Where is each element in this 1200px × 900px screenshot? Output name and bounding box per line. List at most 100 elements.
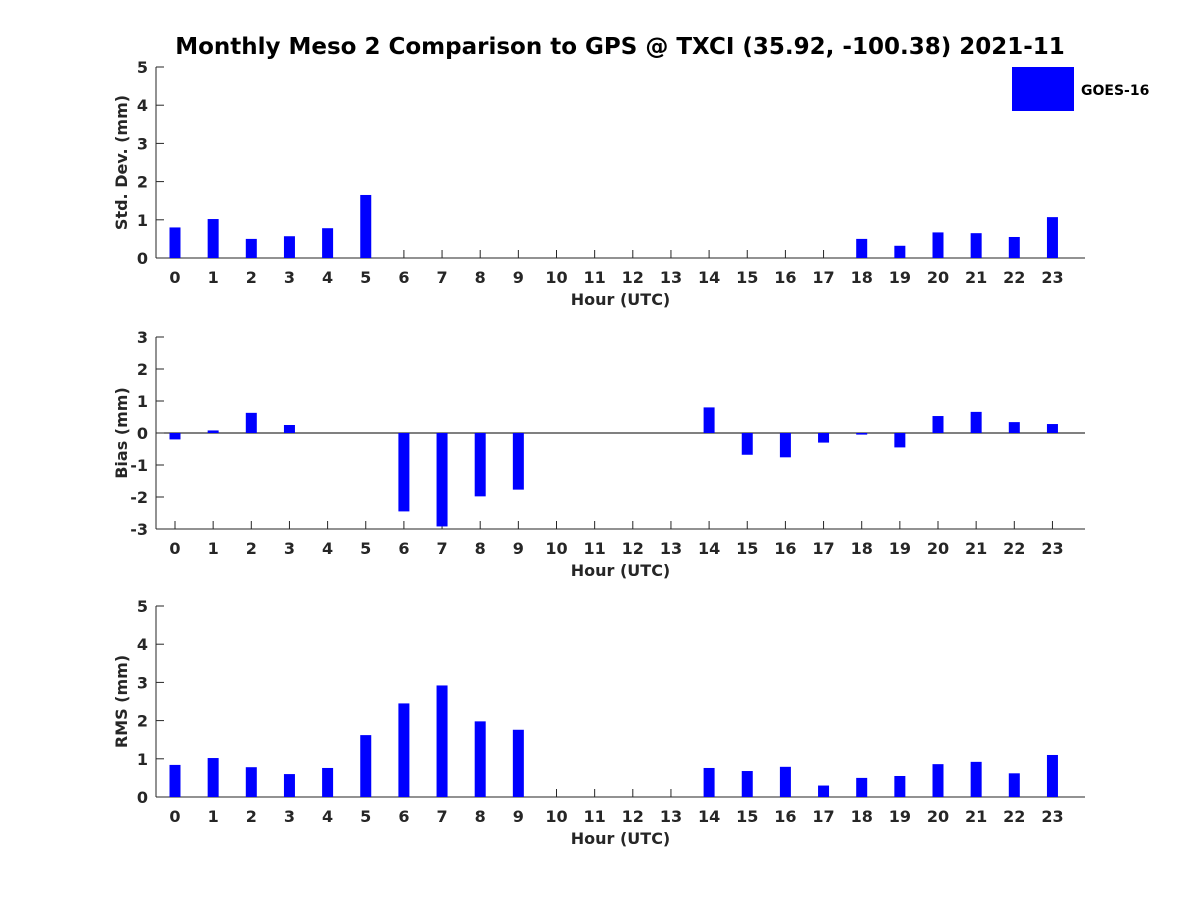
x-tick-label: 20 (927, 268, 949, 287)
x-tick-label: 18 (851, 268, 873, 287)
x-tick-label: 11 (584, 807, 606, 826)
x-tick-label: 0 (169, 807, 180, 826)
bar-rms-hour-17 (818, 785, 830, 797)
x-tick-label: 6 (398, 539, 409, 558)
y-tick-label: 3 (137, 134, 148, 153)
x-tick-label: 21 (965, 807, 987, 826)
y-tick-label: 2 (137, 173, 148, 192)
x-tick-label: 21 (965, 268, 987, 287)
bar-rms-hour-23 (1046, 754, 1058, 797)
x-tick-label: 15 (736, 268, 758, 287)
y-tick-label: 2 (137, 712, 148, 731)
bar-std-dev-hour-18 (856, 238, 868, 258)
x-axis-label: Hour (UTC) (571, 290, 671, 309)
bar-std-dev-hour-4 (322, 228, 334, 258)
bar-bias-hour-3 (283, 425, 295, 433)
bar-rms-hour-16 (779, 766, 791, 797)
x-tick-label: 8 (475, 807, 486, 826)
x-tick-label: 22 (1003, 268, 1025, 287)
bar-rms-hour-5 (360, 735, 372, 797)
y-tick-label: -1 (130, 456, 148, 475)
y-tick-label: 3 (137, 673, 148, 692)
x-tick-label: 17 (812, 807, 834, 826)
bar-bias-hour-7 (436, 433, 448, 527)
bar-rms-hour-21 (970, 761, 982, 797)
bar-rms-hour-2 (245, 767, 257, 797)
bar-std-dev-hour-3 (283, 236, 295, 258)
x-tick-label: 23 (1041, 807, 1063, 826)
legend-swatch (1012, 67, 1074, 111)
bar-bias-hour-23 (1046, 424, 1058, 433)
x-tick-label: 10 (545, 268, 567, 287)
bar-bias-hour-18 (856, 433, 868, 435)
bar-bias-hour-0 (169, 433, 181, 440)
legend-label: GOES-16 (1081, 83, 1149, 99)
x-tick-label: 20 (927, 539, 949, 558)
bar-std-dev-hour-21 (970, 233, 982, 258)
x-tick-label: 1 (208, 807, 219, 826)
chart-title: Monthly Meso 2 Comparison to GPS @ TXCI … (175, 34, 1065, 60)
y-tick-label: 0 (137, 788, 148, 807)
bar-bias-hour-1 (207, 430, 219, 433)
bar-rms-hour-7 (436, 685, 448, 797)
y-tick-label: 4 (137, 96, 148, 115)
x-tick-label: 1 (208, 268, 219, 287)
bar-std-dev-hour-5 (360, 194, 372, 258)
x-tick-label: 5 (360, 539, 371, 558)
x-tick-label: 12 (622, 268, 644, 287)
y-tick-label: 3 (137, 328, 148, 347)
bar-bias-hour-17 (818, 433, 830, 443)
y-tick-label: -2 (130, 488, 148, 507)
x-tick-label: 9 (513, 539, 524, 558)
bar-rms-hour-22 (1008, 773, 1020, 797)
x-tick-label: 3 (284, 268, 295, 287)
x-tick-label: 0 (169, 539, 180, 558)
x-tick-label: 18 (851, 539, 873, 558)
bar-bias-hour-9 (512, 433, 524, 490)
x-tick-label: 13 (660, 268, 682, 287)
bar-bias-hour-15 (741, 433, 753, 455)
x-tick-label: 12 (622, 539, 644, 558)
x-tick-label: 14 (698, 807, 720, 826)
x-tick-label: 2 (246, 807, 257, 826)
x-tick-label: 1 (208, 539, 219, 558)
x-tick-label: 10 (545, 539, 567, 558)
x-tick-label: 8 (475, 268, 486, 287)
x-tick-label: 16 (774, 807, 796, 826)
y-tick-label: -3 (130, 520, 148, 539)
x-tick-label: 7 (436, 807, 447, 826)
y-tick-label: 4 (137, 635, 148, 654)
y-axis-label: Bias (mm) (112, 387, 131, 479)
bar-rms-hour-15 (741, 771, 753, 797)
y-axis-label: Std. Dev. (mm) (112, 95, 131, 230)
x-tick-label: 18 (851, 807, 873, 826)
x-tick-label: 8 (475, 539, 486, 558)
y-tick-label: 0 (137, 424, 148, 443)
x-tick-label: 7 (436, 539, 447, 558)
x-tick-label: 15 (736, 539, 758, 558)
x-tick-label: 2 (246, 539, 257, 558)
x-tick-label: 4 (322, 539, 333, 558)
x-tick-label: 23 (1041, 539, 1063, 558)
x-tick-label: 9 (513, 268, 524, 287)
bar-std-dev-hour-20 (932, 232, 944, 258)
y-tick-label: 0 (137, 249, 148, 268)
y-tick-label: 5 (137, 597, 148, 616)
x-tick-label: 4 (322, 807, 333, 826)
bar-std-dev-hour-1 (207, 219, 219, 258)
x-tick-label: 0 (169, 268, 180, 287)
bar-rms-hour-20 (932, 764, 944, 797)
x-tick-label: 22 (1003, 807, 1025, 826)
x-tick-label: 22 (1003, 539, 1025, 558)
y-tick-label: 5 (137, 58, 148, 77)
bar-rms-hour-18 (856, 777, 868, 797)
x-tick-label: 6 (398, 807, 409, 826)
bar-bias-hour-8 (474, 433, 486, 497)
x-tick-label: 5 (360, 807, 371, 826)
bar-rms-hour-3 (283, 774, 295, 797)
x-tick-label: 11 (584, 539, 606, 558)
x-tick-label: 20 (927, 807, 949, 826)
bar-rms-hour-9 (512, 729, 524, 797)
x-tick-label: 9 (513, 807, 524, 826)
